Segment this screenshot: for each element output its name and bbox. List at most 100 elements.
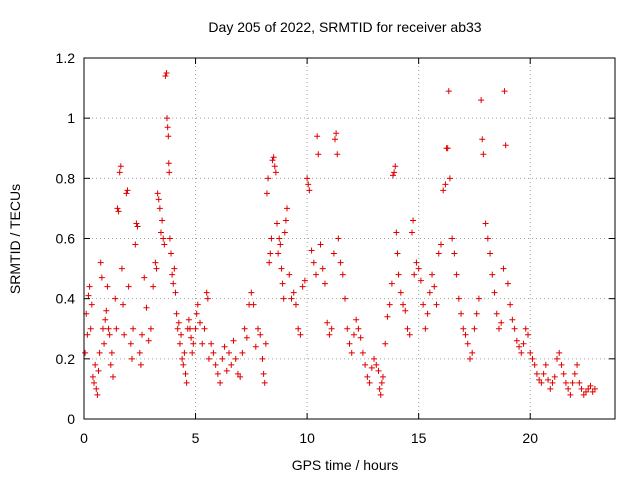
data-point xyxy=(359,349,366,356)
data-point xyxy=(331,136,338,143)
data-point xyxy=(161,241,168,248)
data-point xyxy=(560,370,567,377)
data-point xyxy=(278,265,285,272)
data-point xyxy=(137,361,144,368)
data-point xyxy=(484,235,491,242)
data-point xyxy=(501,88,508,95)
data-point xyxy=(587,382,594,389)
data-point xyxy=(194,301,201,308)
data-point xyxy=(410,217,417,224)
data-point xyxy=(228,361,235,368)
data-point xyxy=(273,220,280,227)
data-point xyxy=(445,88,452,95)
data-point xyxy=(487,250,494,257)
data-point xyxy=(173,310,180,317)
data-point xyxy=(333,130,340,137)
data-point xyxy=(306,187,313,194)
data-points xyxy=(82,70,598,398)
y-tick-label: 0.8 xyxy=(56,170,76,186)
data-point xyxy=(507,301,514,308)
data-point xyxy=(442,181,449,188)
data-point xyxy=(281,229,288,236)
data-point xyxy=(226,349,233,356)
data-point xyxy=(123,190,130,197)
data-point xyxy=(585,385,592,392)
data-point xyxy=(165,133,172,140)
data-point xyxy=(520,340,527,347)
data-point xyxy=(183,379,190,386)
data-point xyxy=(272,169,279,176)
data-point xyxy=(97,259,104,266)
data-point xyxy=(132,241,139,248)
y-axis-label: SRMTID / TECUs xyxy=(7,184,23,294)
y-tick-label: 1.2 xyxy=(56,50,76,66)
data-point xyxy=(205,355,212,362)
data-point xyxy=(400,301,407,308)
data-point xyxy=(551,373,558,380)
data-point xyxy=(86,283,93,290)
data-point xyxy=(404,325,411,332)
data-point xyxy=(433,301,440,308)
data-point xyxy=(170,280,177,287)
data-point xyxy=(429,271,436,278)
data-point xyxy=(112,295,119,302)
data-point xyxy=(89,373,96,380)
data-point xyxy=(558,361,565,368)
data-point xyxy=(364,373,371,380)
data-point xyxy=(92,361,99,368)
data-point xyxy=(108,349,115,356)
data-point xyxy=(556,349,563,356)
data-point xyxy=(339,271,346,278)
x-tick-label: 5 xyxy=(192,430,200,446)
data-point xyxy=(248,289,255,296)
data-point xyxy=(569,379,576,386)
data-point xyxy=(516,343,523,350)
data-point xyxy=(160,235,167,242)
data-point xyxy=(120,301,127,308)
data-point xyxy=(189,349,196,356)
data-point xyxy=(330,250,337,257)
data-point xyxy=(357,334,364,341)
data-point xyxy=(580,391,587,398)
data-point xyxy=(115,208,122,215)
data-point xyxy=(406,331,413,338)
data-point xyxy=(397,289,404,296)
data-point xyxy=(279,280,286,287)
data-point xyxy=(335,235,342,242)
data-point xyxy=(453,271,460,278)
data-point xyxy=(479,136,486,143)
data-point xyxy=(266,259,273,266)
data-point xyxy=(571,370,578,377)
data-point xyxy=(310,259,317,266)
data-point xyxy=(478,97,485,104)
data-point xyxy=(234,370,241,377)
data-point xyxy=(217,379,224,386)
data-point xyxy=(127,340,134,347)
data-point xyxy=(377,391,384,398)
data-point xyxy=(567,391,574,398)
data-point xyxy=(426,289,433,296)
data-point xyxy=(350,331,357,338)
data-point xyxy=(471,325,478,332)
data-point xyxy=(437,241,444,248)
data-point xyxy=(124,187,131,194)
data-point xyxy=(262,340,269,347)
data-point xyxy=(368,364,375,371)
data-point xyxy=(221,343,228,350)
data-point xyxy=(348,349,355,356)
data-point xyxy=(375,367,382,374)
data-point xyxy=(540,370,547,377)
data-point xyxy=(469,349,476,356)
data-point xyxy=(455,295,462,302)
data-point xyxy=(413,259,420,266)
data-point xyxy=(163,115,170,122)
data-point xyxy=(280,295,287,302)
data-point xyxy=(284,205,291,212)
data-point xyxy=(107,361,114,368)
data-point xyxy=(159,217,166,224)
data-point xyxy=(420,301,427,308)
data-point xyxy=(130,325,137,332)
data-point xyxy=(431,283,438,290)
data-point xyxy=(162,73,169,80)
data-point xyxy=(267,250,274,257)
